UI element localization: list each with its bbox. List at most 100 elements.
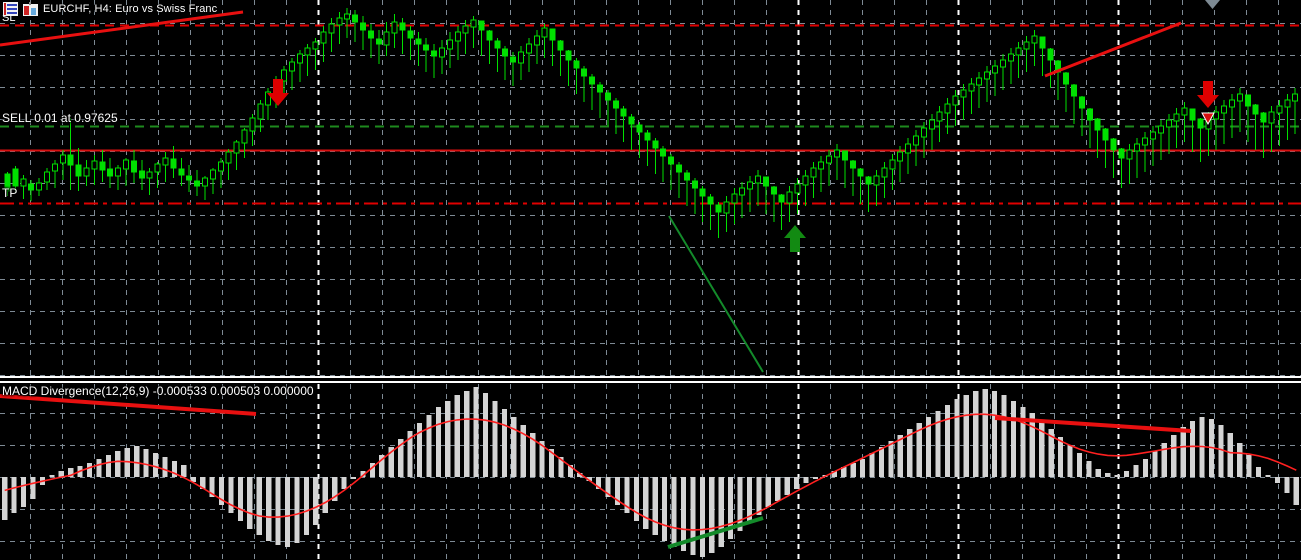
sell-arrow-2[interactable] [1197,81,1219,108]
candle [360,16,366,50]
macd-histogram-bar [784,477,790,495]
candle-body [1118,148,1125,159]
candle-body [233,141,240,154]
candle [1244,94,1251,142]
candle-body [439,47,445,58]
collapse-triangle-icon[interactable] [1205,0,1221,10]
candle-body [502,48,509,57]
macd-histogram-bar [360,471,366,477]
macd-histogram-bar [200,477,206,489]
macd-histogram-bar [1124,471,1130,477]
candle-body [225,151,232,164]
candle [1039,36,1046,76]
candle-body [494,40,501,49]
macd-histogram-bar [831,471,837,477]
macd-histogram-bar [105,455,111,477]
candle [265,88,272,120]
pane-divider-top [0,376,1301,378]
macd-histogram-bar [775,477,781,501]
candle-body [1173,113,1180,122]
candle-body [162,157,169,166]
candle-body [1078,96,1085,109]
macd-histogram-bar [492,401,498,477]
candle [731,188,738,224]
candle [138,160,145,190]
candle-body [968,83,975,92]
macd-histogram-bar [567,465,573,477]
candle [391,14,398,48]
candle [818,156,825,192]
macd-histogram-bar [662,477,668,541]
data-window-icon[interactable] [3,2,18,16]
candle-body [59,154,66,164]
candle [130,150,137,183]
macd-histogram-bar [577,473,583,477]
candle [478,20,485,56]
candle-body [383,31,390,46]
candle-body [304,47,311,56]
candle-body [984,71,991,80]
candle-body [802,175,809,186]
candle-body [668,156,675,165]
candle-body [928,119,935,130]
candle-body [905,143,912,154]
candle-body [1276,105,1283,114]
candle-body [1110,138,1117,151]
candle-body [249,117,256,132]
candle-body [1292,93,1299,102]
macd-histogram-bar [1105,473,1111,477]
candle-body [1047,48,1054,61]
candle [1078,96,1085,136]
candle [992,60,998,96]
price-chart-pane[interactable] [0,0,1301,376]
candle [1213,106,1220,150]
arrow-down-glyph [267,79,289,106]
candle [620,106,627,142]
candle [739,182,746,218]
candle [802,170,809,206]
candle [233,140,240,170]
candle-body [1197,118,1204,129]
candle-body [4,173,11,192]
macd-bullish-divergence [667,516,764,549]
macd-histogram-bar [1133,465,1139,477]
candle-body [257,103,264,120]
candle [1150,126,1156,166]
macd-histogram-bar [482,393,489,477]
macd-histogram-bar [284,477,291,547]
candle-body [1268,111,1275,124]
candle [1276,100,1283,146]
candle-body [1134,143,1141,152]
candle [723,196,730,232]
candle-body [344,13,351,20]
macd-indicator-pane[interactable] [0,384,1301,560]
candle-body [178,168,185,176]
macd-histogram-bar [501,409,507,477]
candle [431,44,438,78]
candle [873,170,880,206]
macd-histogram-bar [398,439,404,477]
candle-body [288,61,295,72]
candle [747,176,754,212]
macd-histogram-bar [379,455,385,477]
open-position-marker[interactable] [1201,112,1215,126]
macd-histogram-bar [718,477,724,547]
candle [1292,88,1299,134]
candle-body [1086,108,1093,121]
macd-histogram-bar [841,467,847,477]
chart-window-icon[interactable] [23,2,38,16]
candle [913,130,919,166]
candle [810,162,817,198]
candle [36,178,43,196]
candle [186,165,193,192]
candle-body [478,20,485,31]
buy-arrow-1[interactable] [784,225,806,252]
candle [565,50,572,86]
macd-histogram-bar [1067,445,1073,477]
candle-body [123,159,129,170]
candle-body [462,25,469,34]
macd-histogram-bar [586,477,592,481]
candle-body [1165,119,1172,128]
macd-histogram-bar [652,477,658,535]
sell-arrow-1[interactable] [267,79,289,106]
